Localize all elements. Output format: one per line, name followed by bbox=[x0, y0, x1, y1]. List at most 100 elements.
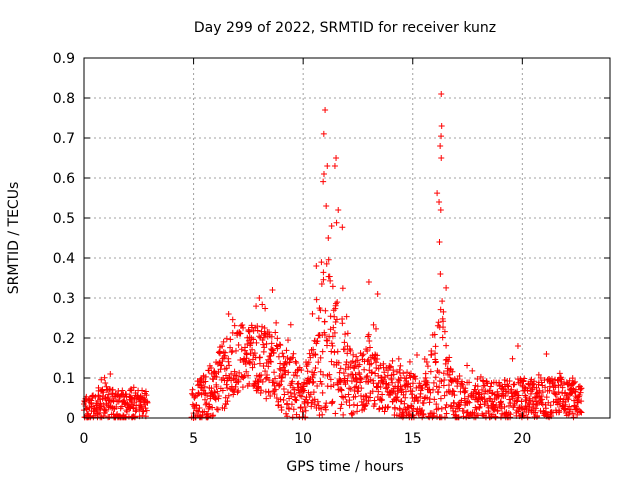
data-point bbox=[320, 130, 327, 137]
data-point bbox=[527, 397, 534, 404]
data-point bbox=[318, 281, 325, 288]
data-point bbox=[372, 359, 379, 366]
x-tick-label: 0 bbox=[80, 431, 89, 447]
data-point bbox=[542, 384, 549, 391]
data-point bbox=[502, 393, 509, 400]
data-point bbox=[577, 408, 584, 415]
data-point bbox=[122, 414, 129, 421]
data-point bbox=[401, 382, 408, 389]
data-point bbox=[328, 358, 335, 365]
data-point bbox=[249, 364, 256, 371]
data-point bbox=[340, 370, 347, 377]
data-point bbox=[243, 351, 250, 358]
data-point bbox=[539, 389, 546, 396]
data-point bbox=[573, 405, 580, 412]
data-point bbox=[204, 392, 211, 399]
data-point bbox=[506, 396, 513, 403]
data-point bbox=[271, 391, 278, 398]
data-point bbox=[337, 365, 344, 372]
data-point bbox=[294, 367, 301, 374]
data-point bbox=[409, 388, 416, 395]
data-point bbox=[405, 410, 412, 417]
data-point bbox=[412, 375, 419, 382]
data-point bbox=[402, 388, 409, 395]
data-point bbox=[305, 359, 312, 366]
data-point bbox=[271, 369, 278, 376]
data-point bbox=[261, 325, 268, 332]
data-point bbox=[570, 379, 577, 386]
data-point bbox=[372, 370, 379, 377]
data-point bbox=[250, 336, 257, 343]
data-point bbox=[272, 386, 279, 393]
data-point bbox=[521, 384, 528, 391]
data-point bbox=[223, 335, 230, 342]
data-point bbox=[306, 393, 313, 400]
data-point bbox=[102, 380, 109, 387]
data-point bbox=[354, 377, 361, 384]
data-point bbox=[556, 408, 563, 415]
data-point bbox=[124, 408, 131, 415]
data-point bbox=[282, 367, 289, 374]
data-point bbox=[365, 279, 372, 285]
data-point bbox=[437, 207, 444, 213]
data-point bbox=[251, 350, 258, 357]
data-point bbox=[522, 394, 529, 401]
data-point bbox=[393, 396, 400, 403]
data-point bbox=[314, 382, 321, 389]
data-point bbox=[430, 386, 437, 393]
data-point bbox=[222, 349, 229, 356]
data-point bbox=[407, 370, 414, 377]
data-point bbox=[337, 405, 344, 412]
data-point bbox=[317, 307, 324, 314]
data-point bbox=[334, 348, 341, 355]
data-point bbox=[223, 381, 230, 388]
data-point bbox=[388, 389, 395, 396]
data-point bbox=[569, 375, 576, 382]
data-point bbox=[436, 369, 443, 376]
data-point bbox=[214, 388, 221, 395]
data-point bbox=[226, 362, 233, 369]
data-point bbox=[216, 359, 223, 366]
data-point bbox=[225, 375, 232, 382]
data-point bbox=[438, 91, 445, 97]
data-point bbox=[299, 408, 306, 415]
data-point bbox=[130, 384, 137, 391]
data-point bbox=[272, 329, 279, 336]
data-point bbox=[249, 346, 256, 353]
data-point bbox=[238, 346, 245, 353]
data-point bbox=[440, 370, 447, 377]
data-point bbox=[327, 383, 334, 390]
data-point bbox=[294, 372, 301, 379]
data-point bbox=[358, 385, 365, 392]
data-point bbox=[395, 355, 402, 362]
data-point bbox=[268, 340, 275, 347]
data-point bbox=[254, 327, 261, 334]
data-point bbox=[488, 390, 495, 397]
data-point bbox=[215, 392, 222, 399]
data-point bbox=[189, 386, 196, 393]
data-point bbox=[138, 403, 145, 410]
data-point bbox=[406, 358, 413, 365]
data-point bbox=[377, 383, 384, 390]
data-point bbox=[266, 329, 273, 336]
data-point bbox=[213, 406, 220, 413]
data-point bbox=[330, 382, 337, 389]
data-point bbox=[277, 342, 284, 349]
data-point bbox=[311, 369, 318, 376]
data-point bbox=[381, 369, 388, 376]
data-point bbox=[225, 358, 232, 365]
data-point bbox=[329, 283, 336, 290]
data-point bbox=[262, 305, 269, 312]
data-point bbox=[224, 384, 231, 391]
data-point bbox=[446, 371, 453, 378]
data-point bbox=[321, 318, 328, 325]
data-point bbox=[440, 318, 447, 325]
data-point bbox=[434, 190, 441, 197]
data-point bbox=[343, 399, 350, 406]
data-point bbox=[270, 350, 277, 357]
data-point bbox=[458, 397, 465, 404]
data-point bbox=[256, 372, 263, 379]
x-tick-label: 20 bbox=[513, 431, 531, 447]
data-point bbox=[344, 330, 351, 337]
data-point bbox=[247, 340, 254, 347]
